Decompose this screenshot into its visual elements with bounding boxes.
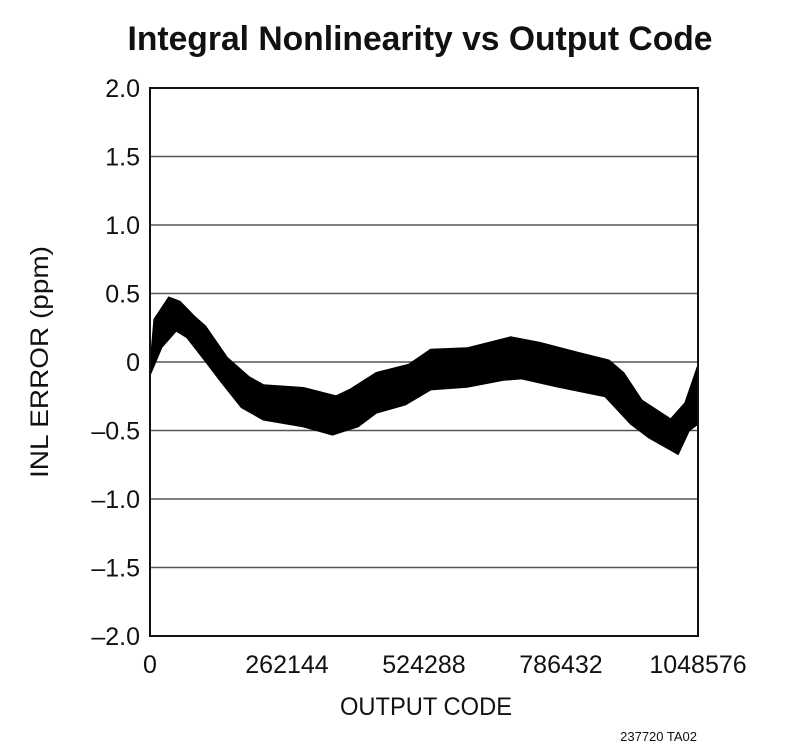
y-tick-label: –1.0 (91, 486, 140, 514)
y-tick-label: 2.0 (105, 75, 140, 103)
x-tick-label: 0 (143, 651, 157, 679)
y-tick-label: 1.0 (105, 212, 140, 240)
y-tick-label: –1.5 (91, 555, 140, 583)
y-tick-label: –2.0 (91, 623, 140, 651)
x-axis-label: OUTPUT CODE (340, 693, 512, 721)
y-tick-label: 1.5 (105, 144, 140, 172)
y-tick-label: –0.5 (91, 418, 140, 446)
x-tick-label: 1048576 (649, 651, 746, 679)
x-tick-label: 524288 (382, 651, 465, 679)
y-axis-label: INL ERROR (ppm) (26, 246, 54, 478)
footnote: 237720 TA02 (620, 729, 697, 744)
chart-title: Integral Nonlinearity vs Output Code (128, 20, 713, 58)
y-tick-label: 0.5 (105, 281, 140, 309)
x-tick-label: 262144 (245, 651, 329, 679)
plot-frame (149, 87, 699, 637)
x-tick-label: 786432 (519, 651, 602, 679)
y-tick-label: 0 (126, 349, 140, 377)
